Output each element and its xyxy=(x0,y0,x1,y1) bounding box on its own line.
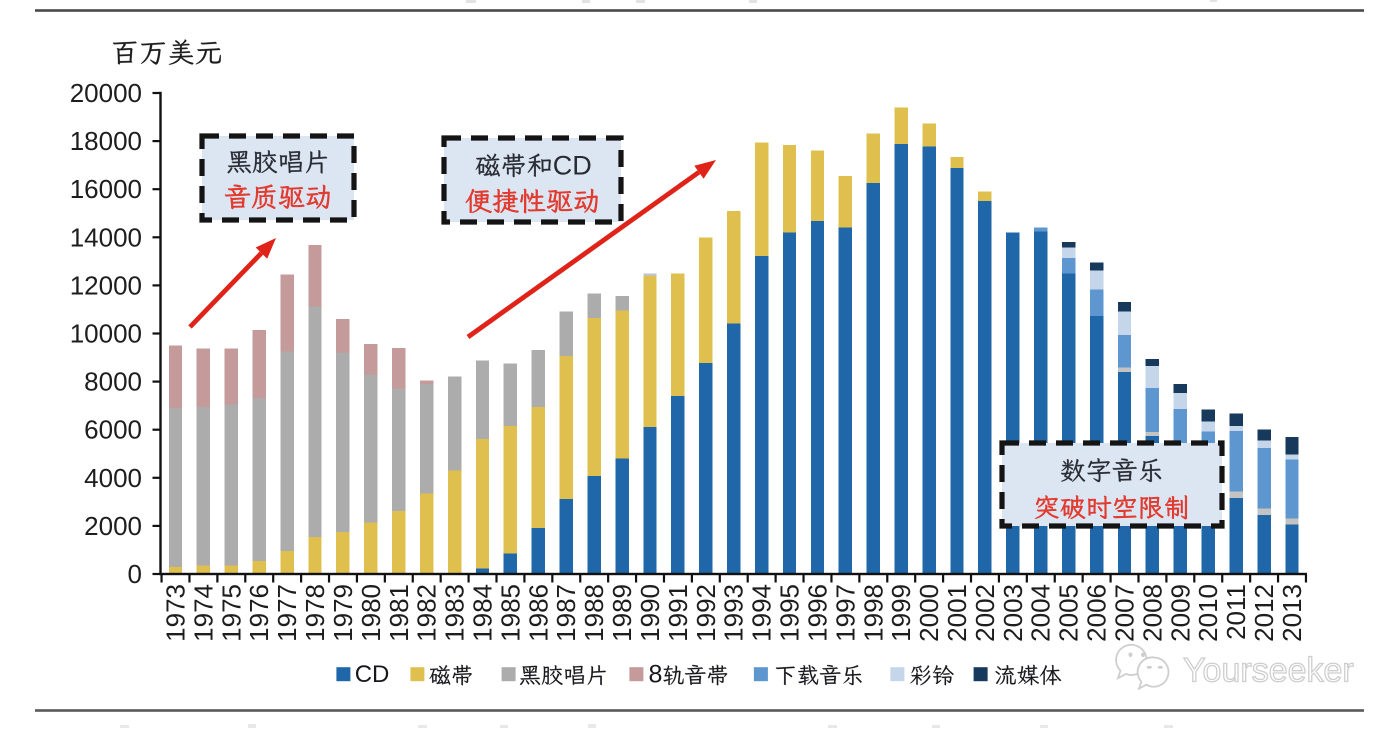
svg-text:4000: 4000 xyxy=(84,463,142,493)
svg-text:18000: 18000 xyxy=(70,126,142,156)
svg-text:Yourseeker: Yourseeker xyxy=(1183,652,1354,690)
svg-text:2005: 2005 xyxy=(1054,584,1084,642)
svg-text:2010: 2010 xyxy=(1193,584,1223,642)
svg-text:2006: 2006 xyxy=(1082,584,1112,642)
svg-text:2001: 2001 xyxy=(942,584,972,642)
svg-text:1984: 1984 xyxy=(468,584,498,642)
svg-text:CD: CD xyxy=(553,151,592,181)
svg-text:1990: 1990 xyxy=(635,584,665,642)
svg-text:1992: 1992 xyxy=(691,584,721,642)
svg-text:1983: 1983 xyxy=(440,584,470,642)
svg-text:1998: 1998 xyxy=(858,584,888,642)
svg-text:1986: 1986 xyxy=(523,584,553,642)
svg-text:1976: 1976 xyxy=(244,584,274,642)
svg-text:20000: 20000 xyxy=(70,78,142,108)
svg-text:2011: 2011 xyxy=(1221,584,1251,640)
svg-text:1974: 1974 xyxy=(188,584,218,642)
svg-text:1988: 1988 xyxy=(579,584,609,642)
svg-text:0: 0 xyxy=(128,559,142,589)
svg-text:1985: 1985 xyxy=(495,584,525,642)
svg-text:1994: 1994 xyxy=(747,584,777,642)
svg-text:2000: 2000 xyxy=(84,511,142,541)
svg-text:12000: 12000 xyxy=(70,270,142,300)
svg-text:2004: 2004 xyxy=(1026,584,1056,642)
svg-text:14000: 14000 xyxy=(70,222,142,252)
svg-text:16000: 16000 xyxy=(70,174,142,204)
svg-text:1995: 1995 xyxy=(775,584,805,642)
svg-text:2007: 2007 xyxy=(1110,584,1140,642)
svg-text:2009: 2009 xyxy=(1165,584,1195,642)
svg-text:1987: 1987 xyxy=(551,584,581,642)
svg-text:1991: 1991 xyxy=(663,584,693,642)
svg-text:1973: 1973 xyxy=(161,584,191,642)
svg-text:1993: 1993 xyxy=(719,584,749,642)
svg-text:CD: CD xyxy=(355,661,390,688)
svg-text:8: 8 xyxy=(649,661,663,689)
svg-text:10000: 10000 xyxy=(70,319,142,349)
svg-text:2002: 2002 xyxy=(970,584,1000,642)
svg-text:1996: 1996 xyxy=(802,584,832,642)
svg-text:2003: 2003 xyxy=(998,584,1028,642)
svg-text:2013: 2013 xyxy=(1277,584,1307,642)
svg-text:1999: 1999 xyxy=(886,584,916,642)
svg-text:1975: 1975 xyxy=(216,584,246,642)
svg-text:1997: 1997 xyxy=(830,584,860,642)
svg-text:1981: 1981 xyxy=(384,584,414,642)
svg-text:1980: 1980 xyxy=(356,584,386,642)
svg-text:2012: 2012 xyxy=(1249,584,1279,642)
svg-text:1977: 1977 xyxy=(272,584,302,642)
svg-text:1982: 1982 xyxy=(412,584,442,642)
svg-text:8000: 8000 xyxy=(84,367,142,397)
svg-text:1978: 1978 xyxy=(300,584,330,642)
svg-text:1989: 1989 xyxy=(607,584,637,642)
svg-text:2008: 2008 xyxy=(1137,584,1167,642)
svg-text:2000: 2000 xyxy=(914,584,944,642)
svg-text:1979: 1979 xyxy=(328,584,358,642)
svg-text:6000: 6000 xyxy=(84,415,142,445)
